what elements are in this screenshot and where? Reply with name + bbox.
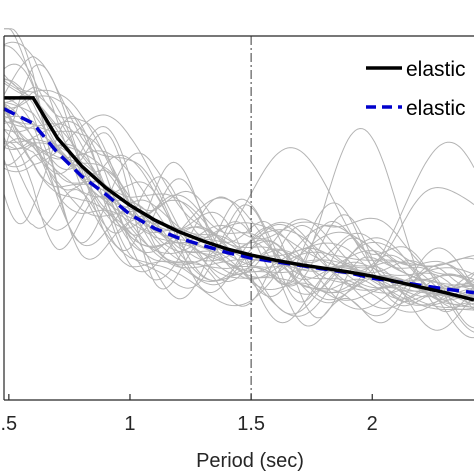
x-tick-label: .5 — [1, 413, 18, 435]
x-ticks: .5 1 1.5 2 — [1, 394, 378, 435]
record-curve — [3, 89, 474, 291]
record-curve — [3, 137, 474, 297]
series-line-solid — [4, 96, 474, 302]
record-curve — [3, 121, 474, 300]
record-curve — [3, 100, 474, 306]
x-tick-label: 1.5 — [237, 413, 265, 435]
record-curve — [3, 115, 474, 339]
series-layer — [3, 96, 474, 302]
x-tick-label: 2 — [367, 413, 378, 435]
legend-label-dashed: elastic — [406, 97, 466, 120]
record-curve — [3, 79, 474, 294]
x-tick-label: 1 — [124, 413, 135, 435]
record-curve — [3, 55, 474, 295]
ground-motion-records — [3, 28, 474, 339]
record-curve — [4, 45, 474, 290]
record-curve — [3, 103, 474, 294]
x-axis-label: Period (sec) — [196, 450, 304, 472]
legend: elastic elastic — [366, 58, 466, 120]
record-curve — [3, 114, 474, 294]
legend-label-solid: elastic — [406, 58, 466, 81]
record-curve — [3, 104, 474, 313]
record-curve — [3, 142, 474, 301]
record-curve — [3, 118, 474, 308]
record-curve — [3, 141, 474, 327]
record-curve — [3, 159, 474, 291]
record-curve — [3, 63, 474, 333]
record-curve — [3, 97, 474, 315]
record-curve — [3, 120, 474, 313]
